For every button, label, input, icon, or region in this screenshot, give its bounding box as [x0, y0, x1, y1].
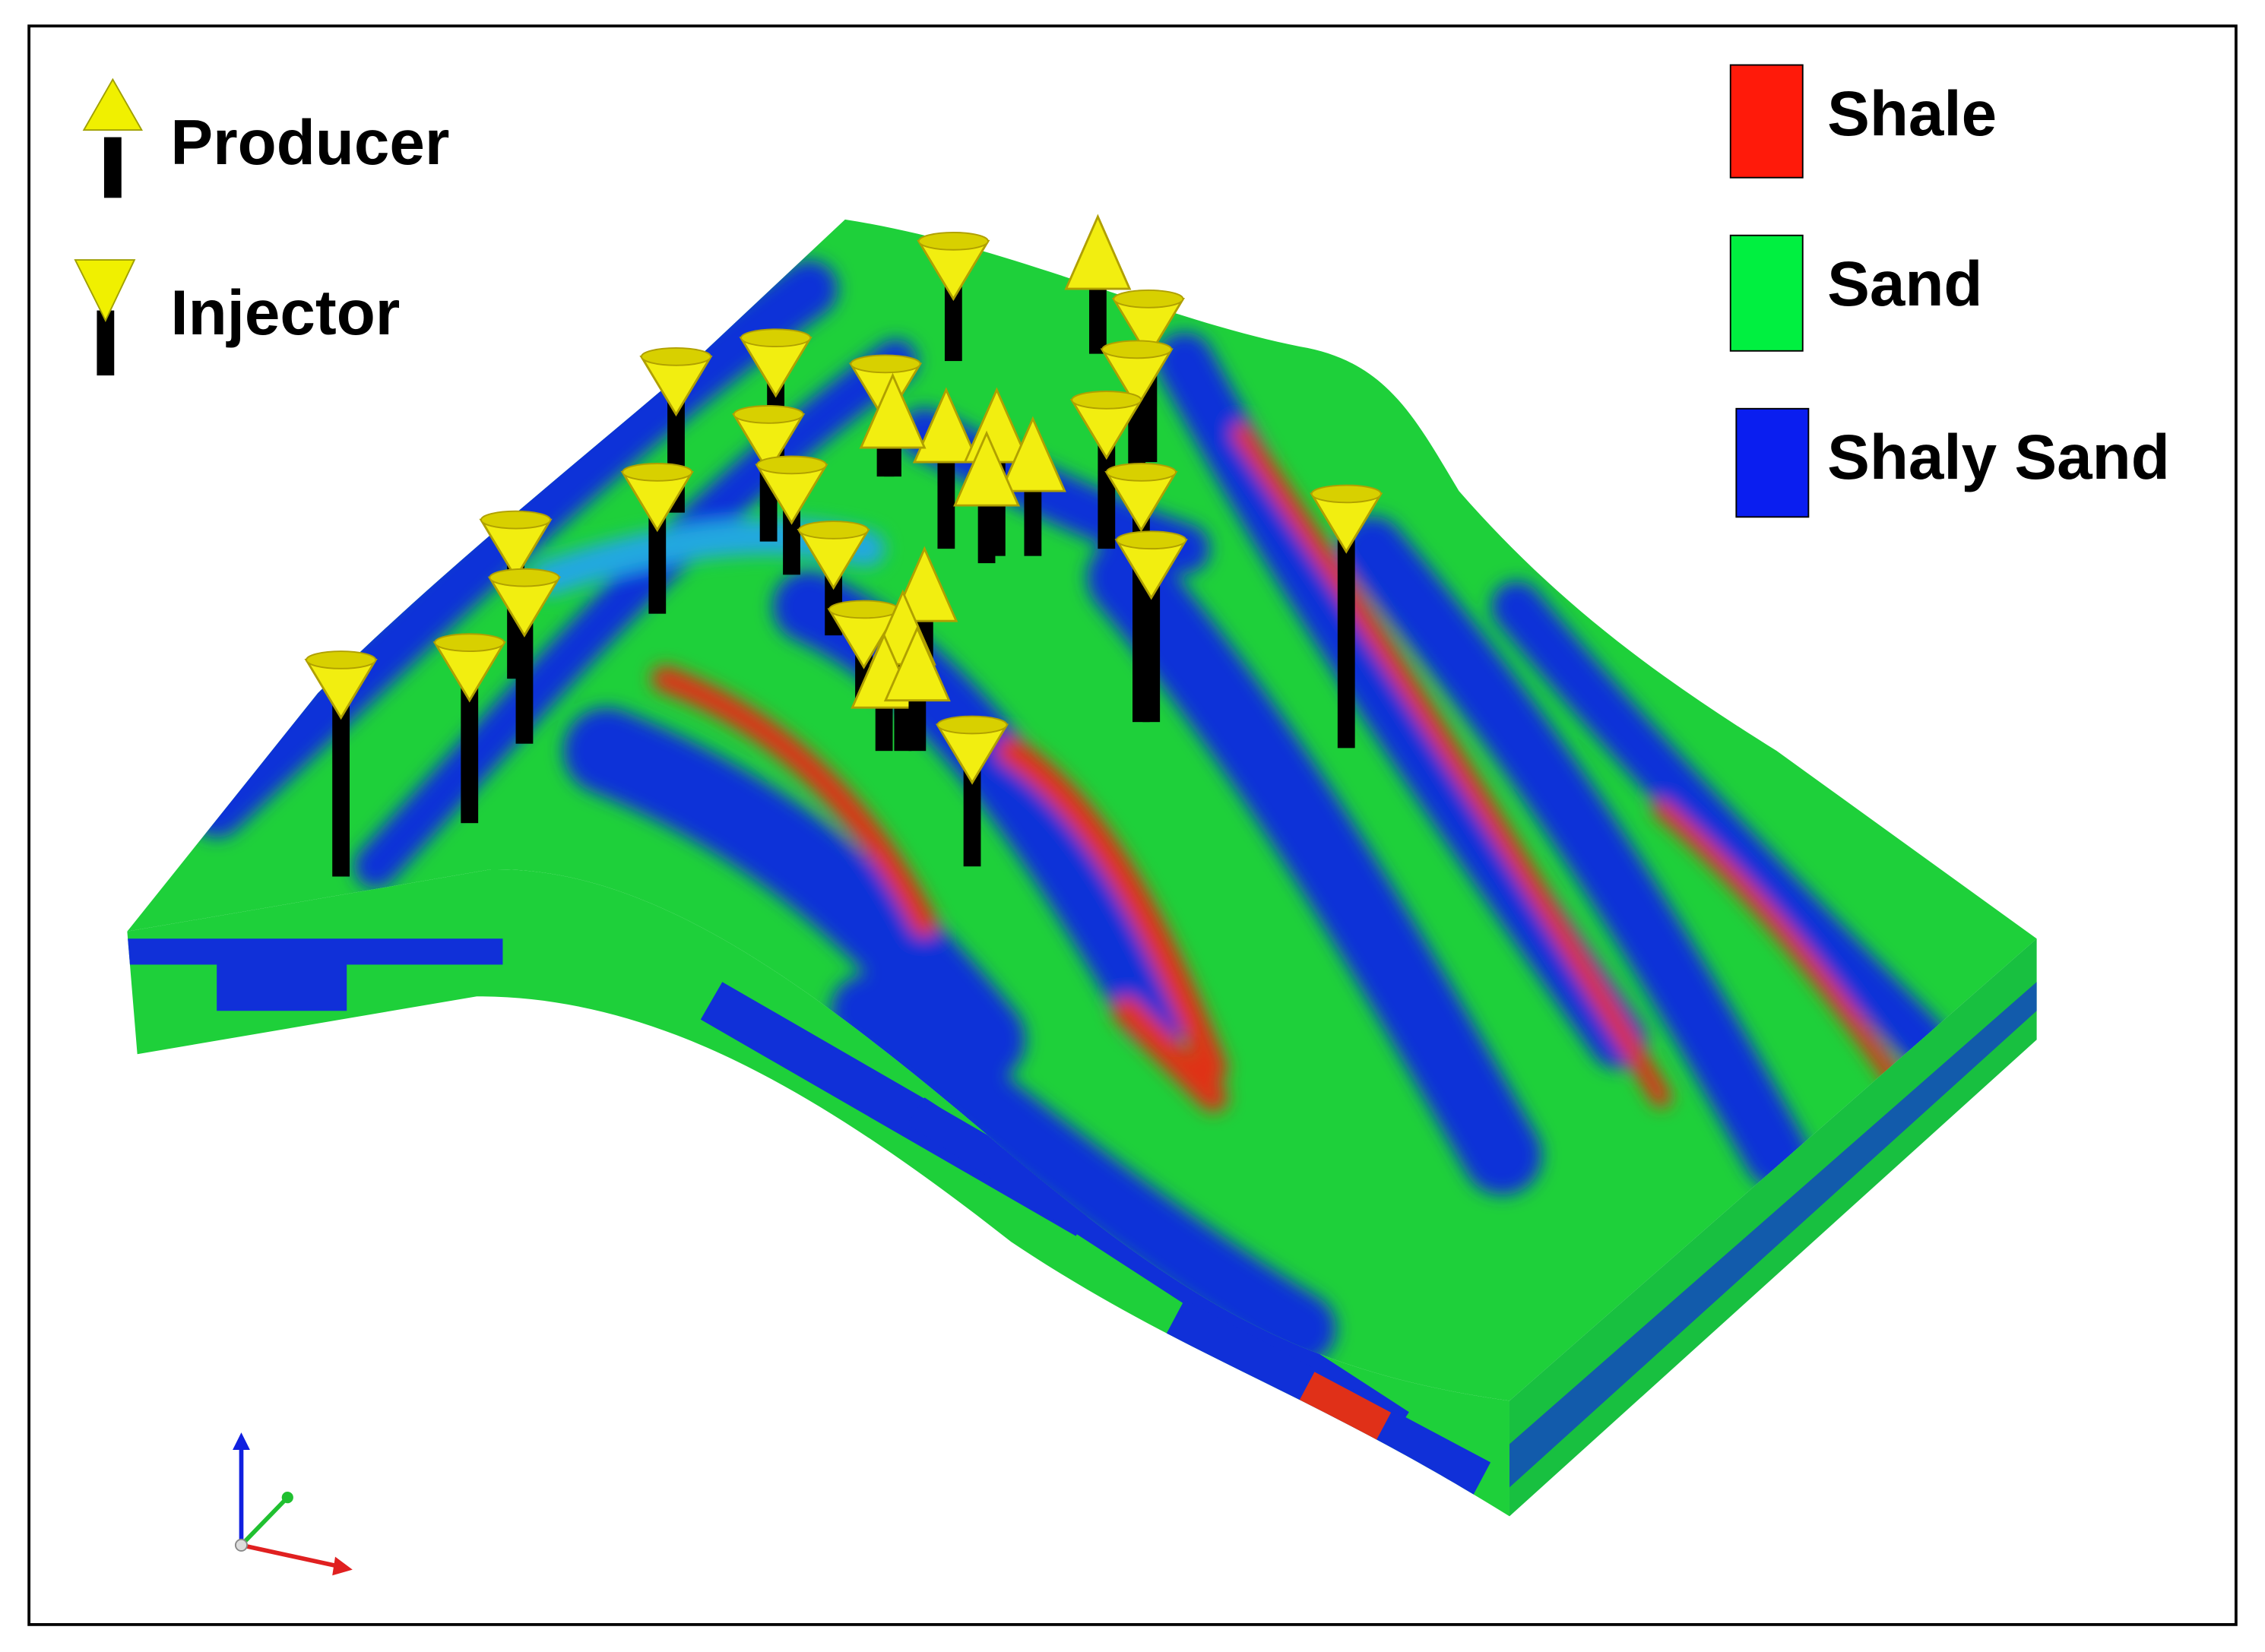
injector-cone-top [489, 568, 560, 587]
producer-icon-stem [103, 137, 122, 198]
legend-swatch [1729, 64, 1804, 179]
injector-cone-top [434, 633, 505, 653]
axis-triad [233, 1432, 353, 1576]
legend-swatch [1729, 234, 1804, 352]
injector-cone-top [1310, 484, 1382, 504]
well-stem [515, 603, 534, 744]
injector-cone-top [798, 521, 870, 540]
legend-label: Shaly Sand [1827, 421, 2170, 492]
producer-cone [859, 372, 927, 449]
well-stem [648, 498, 667, 614]
well-stem [1142, 565, 1161, 723]
injector-cone-top [1116, 530, 1187, 550]
producer-icon-cone [82, 78, 143, 131]
injector-cone-top [756, 455, 828, 475]
injector-cone-top [622, 463, 693, 482]
injector-cone-top [936, 715, 1008, 735]
injector-cone-top [1113, 290, 1184, 309]
facies-legend: Shale Sand Shaly Sand [1729, 64, 2170, 518]
injector-icon-stem [97, 310, 115, 376]
well-stem [963, 751, 981, 867]
legend-label: Producer [170, 106, 449, 178]
legend-label: Injector [170, 277, 400, 348]
injector-icon-cone [74, 259, 136, 323]
producer-cone [883, 625, 951, 702]
injector-cone-top [480, 510, 552, 530]
legend-label: Shale [1827, 78, 1997, 149]
well-stem [1337, 520, 1355, 748]
well-stem [1098, 426, 1116, 549]
injector-cone-top [733, 405, 804, 424]
producer-cone [1064, 214, 1132, 290]
injector-cone-top [1071, 391, 1142, 410]
injector-cone-top [1101, 340, 1173, 359]
well-stem [461, 668, 479, 824]
injector-cone-top [740, 328, 812, 348]
injector-cone-top [306, 650, 377, 669]
injector-cone-top [850, 354, 921, 374]
injector-cone-top [828, 600, 900, 619]
well-stem [332, 685, 350, 877]
injector-cone-top [917, 232, 989, 251]
legend-swatch [1735, 407, 1810, 518]
producer-cone [912, 387, 980, 464]
producer-cone [999, 416, 1066, 492]
well-legend: Producer Injector [74, 78, 449, 376]
producer-cone [953, 430, 1021, 507]
injector-cone-top [1105, 463, 1177, 482]
reservoir-model [127, 219, 2037, 1517]
wells [304, 214, 1383, 877]
legend-label: Sand [1827, 248, 1982, 319]
injector-cone-top [640, 347, 712, 366]
